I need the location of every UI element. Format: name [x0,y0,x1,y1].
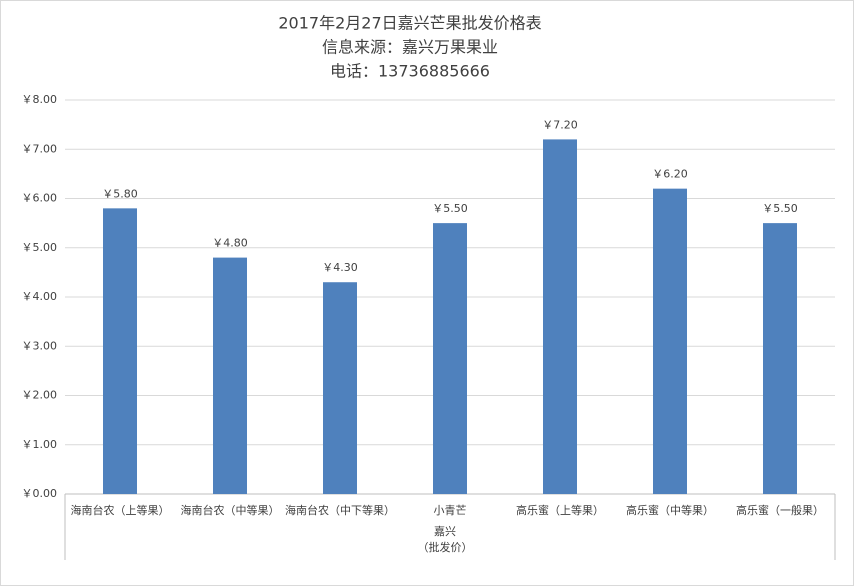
y-tick-label: ￥1.00 [22,438,58,451]
y-tick-label: ￥8.00 [22,93,58,106]
y-tick-label: ￥7.00 [22,142,58,155]
y-tick-label: ￥0.00 [22,487,58,500]
bar [543,139,577,494]
data-label: ￥4.80 [212,237,248,250]
y-tick-label: ￥3.00 [22,339,58,352]
y-tick-label: ￥5.00 [22,241,58,254]
chart-title: 2017年2月27日嘉兴芒果批发价格表 [278,14,541,33]
bar [213,257,247,494]
y-tick-label: ￥2.00 [22,389,58,402]
y-tick-label: ￥4.00 [22,290,58,303]
data-label: ￥4.30 [322,261,358,274]
data-label: ￥5.80 [102,187,138,200]
bar [763,223,797,494]
bar [653,188,687,494]
x-tick-label: 海南台农（中等果） [181,503,280,517]
chart-title: 电话：13736885666 [330,62,490,81]
x-tick-label: 小青芒 [434,504,467,517]
data-label: ￥6.20 [652,168,688,181]
bar [103,208,137,494]
category-group-label: （批发价） [418,540,473,554]
bar [433,223,467,494]
x-tick-label: 海南台农（中下等果） [285,503,395,517]
data-label: ￥7.20 [542,118,578,131]
x-tick-label: 高乐蜜（上等果） [516,503,604,517]
y-tick-label: ￥6.00 [22,192,58,205]
x-tick-label: 高乐蜜（一般果） [736,503,824,517]
bar [323,282,357,494]
x-tick-label: 高乐蜜（中等果） [626,503,714,517]
data-label: ￥5.50 [432,202,468,215]
category-group-label: 嘉兴 [434,524,456,538]
x-tick-label: 海南台农（上等果） [71,503,170,517]
data-label: ￥5.50 [762,202,798,215]
chart-title: 信息来源：嘉兴万果果业 [322,38,498,57]
